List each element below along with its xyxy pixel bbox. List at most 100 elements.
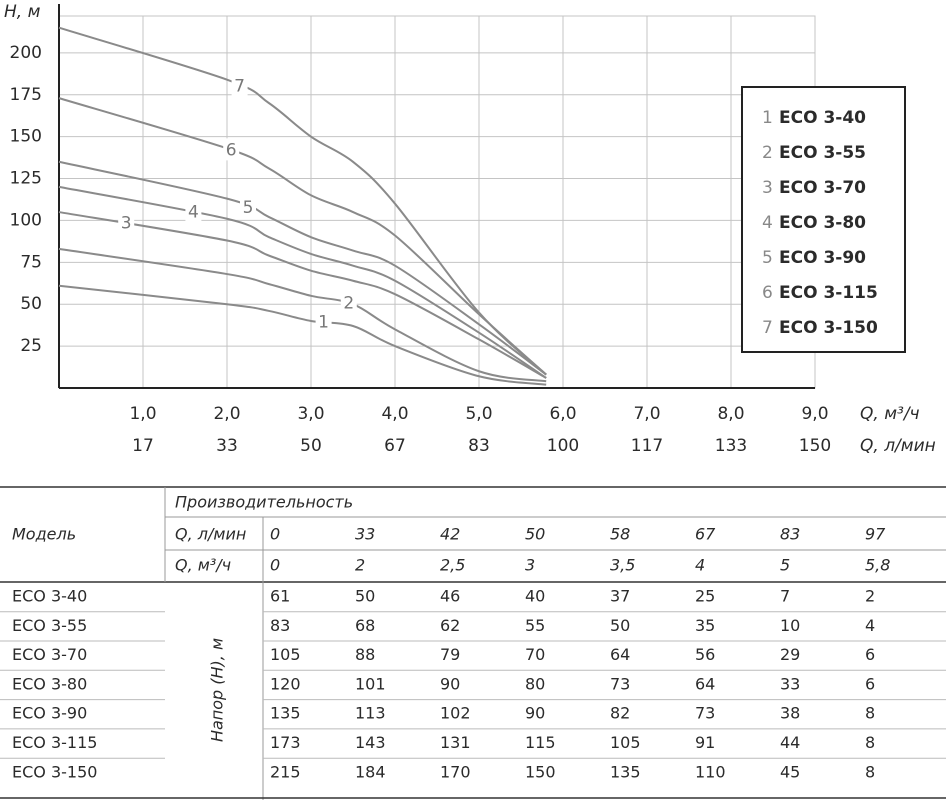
table-cell: 61 (270, 587, 290, 606)
curve-label-bg (340, 291, 357, 314)
table-cell: 4 (865, 616, 875, 635)
table-cell: 82 (610, 704, 630, 723)
model-cell: ECO 3-55 (12, 616, 87, 635)
legend-label: ECO 3-80 (779, 213, 866, 233)
legend-number: 1 (762, 108, 773, 128)
table-cell: 42 (440, 525, 460, 544)
table-cell: 2 (355, 556, 365, 575)
table-cell: 56 (695, 645, 715, 664)
curve-label: 3 (121, 213, 132, 233)
model-cell: ECO 3-90 (12, 704, 87, 723)
plot-frame (58, 15, 816, 389)
x2-tick-label: 100 (547, 436, 579, 456)
curve (58, 26, 547, 376)
table-cell: 45 (780, 762, 800, 781)
model-cell: ECO 3-80 (12, 674, 87, 693)
curve (58, 211, 547, 379)
table-cell: 135 (270, 704, 301, 723)
table-cell: 97 (865, 525, 886, 544)
x-tick-label: 2,0 (213, 404, 240, 424)
table-cell: 73 (610, 674, 630, 693)
table-cell: 64 (695, 674, 715, 693)
legend-label: ECO 3-55 (779, 143, 866, 163)
table-cell: 7 (780, 587, 790, 606)
table-cell: 50 (610, 616, 630, 635)
x2-tick-label: 33 (216, 436, 238, 456)
x-tick-label: 3,0 (297, 404, 324, 424)
table-cell: 170 (440, 762, 471, 781)
legend-label: ECO 3-150 (779, 318, 878, 338)
curve-label-bg (240, 195, 256, 218)
curve-label: 7 (234, 77, 245, 97)
table-cell: 55 (525, 616, 545, 635)
table-cell: 38 (780, 704, 800, 723)
table-cell: 8 (865, 704, 875, 723)
legend-number: 6 (762, 283, 773, 303)
table-cell: 25 (695, 587, 715, 606)
y-tick-label: 150 (10, 127, 42, 147)
model-header: Модель (12, 525, 76, 544)
table-cell: 131 (440, 733, 471, 752)
table-cell: 5,8 (865, 556, 890, 575)
table-cell: 40 (525, 587, 545, 606)
curve-label-bg (315, 310, 332, 333)
legend-number: 7 (762, 318, 773, 338)
x-tick-label: 1,0 (129, 404, 156, 424)
table-cell: 64 (610, 645, 630, 664)
table-cell: 105 (270, 645, 301, 664)
table-cell: 62 (440, 616, 460, 635)
legend-number: 2 (762, 143, 773, 163)
x2-tick-label: 17 (132, 436, 154, 456)
table-cell: 90 (440, 674, 460, 693)
table-cell: 150 (525, 762, 556, 781)
table-cell: 110 (695, 762, 726, 781)
curve-label: 4 (188, 202, 199, 222)
x2-tick-label: 67 (384, 436, 406, 456)
legend-label: ECO 3-115 (779, 283, 878, 303)
table-cell: 50 (525, 525, 545, 544)
y-tick-label: 200 (10, 43, 42, 63)
table-cell: 80 (525, 674, 545, 693)
x2-tick-label: 117 (631, 436, 663, 456)
y-tick-label: 125 (10, 169, 42, 189)
table-cell: 3 (525, 556, 535, 575)
x2-axis-label: Q, л/мин (860, 436, 936, 456)
table-cell: 79 (440, 645, 460, 664)
table-cell: 5 (780, 556, 790, 575)
table-cell: 33 (780, 674, 800, 693)
table-cell: 102 (440, 704, 471, 723)
table-cell: 120 (270, 674, 301, 693)
x-tick-label: 5,0 (465, 404, 492, 424)
table-cell: 35 (695, 616, 715, 635)
table-cell: 70 (525, 645, 545, 664)
curve (58, 97, 547, 376)
legend-label: ECO 3-90 (779, 248, 866, 268)
table-cell: 33 (355, 525, 375, 544)
table-cell: 46 (440, 587, 460, 606)
table-cell: 83 (780, 525, 800, 544)
table-cell: 90 (525, 704, 545, 723)
y-tick-label: 25 (20, 336, 42, 356)
table-cell: 58 (610, 525, 630, 544)
chart: 2550751001251501752001,0172,0333,0504,06… (4, 2, 936, 456)
table-cell: 101 (355, 674, 386, 693)
legend-label: ECO 3-40 (779, 108, 866, 128)
table-cell: 10 (780, 616, 800, 635)
y-tick-label: 50 (20, 294, 42, 314)
table-cell: 37 (610, 587, 630, 606)
curve-label: 6 (226, 140, 237, 160)
x2-tick-label: 50 (300, 436, 322, 456)
table-cell: 113 (355, 704, 386, 723)
legend-label: ECO 3-70 (779, 178, 866, 198)
y-tick-label: 75 (20, 252, 42, 272)
table-cell: 2,5 (440, 556, 465, 575)
x-tick-label: 6,0 (549, 404, 576, 424)
table-cell: 6 (865, 674, 875, 693)
table-cell: 4 (695, 556, 705, 575)
head-label: Напор (H), м (208, 638, 227, 742)
table-cell: 67 (695, 525, 716, 544)
curve-label: 5 (243, 198, 254, 218)
model-cell: ECO 3-115 (12, 733, 97, 752)
table-cell: 0 (270, 525, 280, 544)
curve-label-bg (231, 74, 248, 97)
